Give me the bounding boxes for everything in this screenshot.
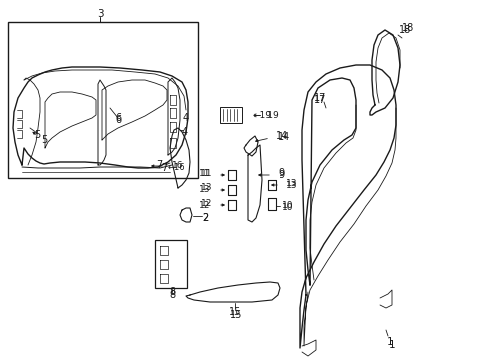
- Text: 8: 8: [168, 287, 175, 297]
- Text: 1: 1: [388, 340, 394, 350]
- Text: 6: 6: [115, 113, 121, 123]
- Text: 14: 14: [275, 131, 287, 141]
- Text: 5: 5: [34, 130, 40, 140]
- Text: 17: 17: [313, 93, 325, 103]
- Text: 6: 6: [115, 115, 121, 125]
- Text: 14: 14: [278, 132, 290, 142]
- Text: 10: 10: [282, 203, 293, 212]
- Text: 15: 15: [229, 310, 242, 320]
- Text: ←  19: ← 19: [253, 112, 278, 121]
- Text: 15: 15: [228, 307, 241, 317]
- Text: 18: 18: [398, 25, 410, 35]
- Text: ←19: ←19: [252, 111, 271, 120]
- Text: 13: 13: [198, 185, 209, 194]
- Text: 18: 18: [401, 23, 413, 33]
- Text: 10: 10: [282, 201, 293, 210]
- Text: 16: 16: [172, 162, 183, 171]
- Text: 7: 7: [156, 160, 162, 170]
- Text: 9: 9: [278, 170, 284, 180]
- Text: 12: 12: [198, 201, 209, 210]
- Text: 13: 13: [285, 180, 297, 189]
- Text: 11: 11: [200, 168, 212, 177]
- Text: 4: 4: [183, 113, 189, 123]
- Text: 11: 11: [198, 170, 209, 179]
- Text: 3: 3: [97, 9, 103, 19]
- Text: ←16: ←16: [168, 163, 185, 172]
- Bar: [155, 240, 186, 288]
- Text: 1: 1: [386, 337, 392, 347]
- Text: 17: 17: [313, 95, 325, 105]
- Text: 12: 12: [200, 198, 212, 207]
- Text: 5: 5: [41, 135, 47, 145]
- Text: 9: 9: [278, 168, 284, 178]
- Text: 13: 13: [285, 179, 297, 188]
- Text: 7: 7: [161, 163, 167, 173]
- Text: 2: 2: [202, 213, 208, 223]
- Text: 4: 4: [182, 127, 188, 137]
- Bar: [220, 107, 242, 123]
- Text: 2: 2: [202, 213, 208, 223]
- Bar: [8, 22, 198, 178]
- Text: 13: 13: [200, 184, 212, 193]
- Text: 8: 8: [168, 290, 175, 300]
